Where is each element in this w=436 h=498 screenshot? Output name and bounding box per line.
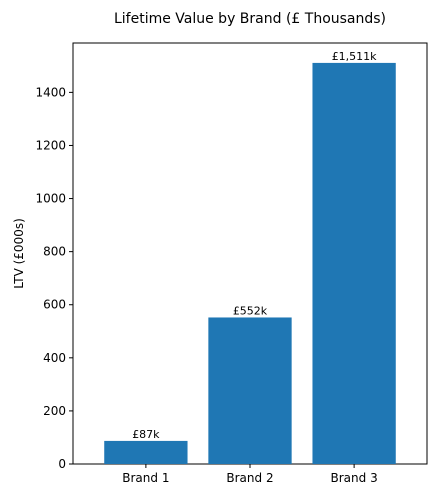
chart-title: Lifetime Value by Brand (£ Thousands) — [114, 11, 386, 27]
x-tick-label: Brand 1 — [122, 471, 169, 485]
bar-brand-1 — [104, 440, 188, 464]
bar-data-label: £552k — [233, 304, 268, 317]
x-tick-label: Brand 3 — [331, 471, 378, 485]
bar-brand-2 — [208, 317, 292, 464]
x-axis: Brand 1 Brand 2 Brand 3 — [122, 464, 378, 485]
y-tick-label: 800 — [43, 245, 66, 259]
y-tick-label: 1400 — [35, 85, 66, 99]
y-tick-label: 600 — [43, 298, 66, 312]
plot-area: 0 200 400 600 800 1000 1200 1400 Brand 1 Brand 2… — [35, 42, 428, 485]
bar-brand-3 — [312, 62, 396, 465]
y-tick-label: 1200 — [35, 138, 66, 152]
x-tick-label: Brand 2 — [226, 471, 273, 485]
y-axis: 0 200 400 600 800 1000 1200 1400 — [35, 85, 73, 471]
bar-data-labels: £87k £552k £1,511k — [132, 50, 377, 441]
y-tick-label: 1000 — [35, 192, 66, 206]
y-tick-label: 400 — [43, 351, 66, 365]
bar-data-label: £1,511k — [332, 50, 377, 63]
y-axis-label: LTV (£000s) — [12, 218, 26, 289]
y-tick-label: 0 — [58, 457, 66, 471]
bar-data-label: £87k — [132, 428, 160, 441]
bars — [104, 62, 396, 465]
y-tick-label: 200 — [43, 404, 66, 418]
